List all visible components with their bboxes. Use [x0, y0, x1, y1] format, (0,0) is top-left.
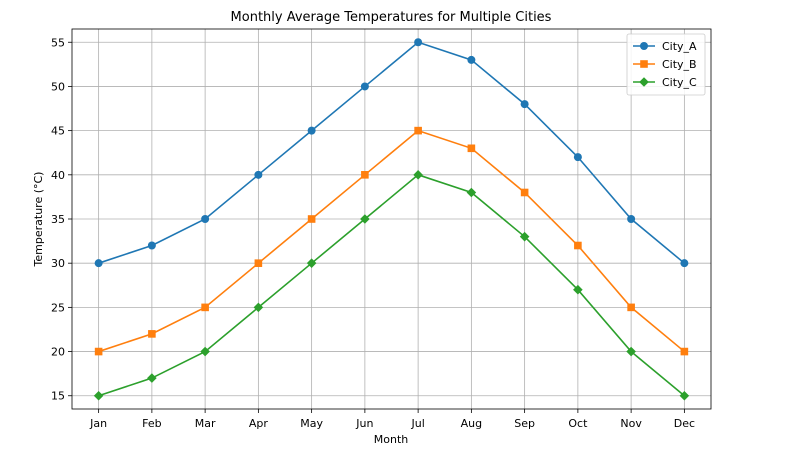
data-point	[200, 346, 210, 357]
data-point	[626, 346, 636, 357]
data-point	[520, 188, 529, 197]
series-line	[98, 129, 685, 353]
data-point	[680, 347, 689, 356]
y-tick-label: 30	[51, 257, 65, 270]
data-point	[147, 373, 157, 383]
x-tick-label: Jan	[89, 417, 107, 430]
x-tick-label: Aug	[461, 417, 482, 430]
y-tick-label: 45	[51, 125, 65, 138]
data-point	[679, 390, 690, 401]
data-point	[147, 241, 156, 250]
data-point	[467, 55, 476, 64]
legend-item: City_A	[633, 40, 697, 53]
legend-item: City_C	[633, 76, 697, 89]
data-point	[306, 258, 317, 268]
tick-layer: Jan Feb Mar Apr May Jun Jul Aug Sep Oct Nov Dec 15 20…	[51, 36, 695, 430]
data-point	[627, 303, 635, 312]
series-layer	[93, 38, 690, 401]
data-point	[307, 215, 316, 223]
data-point	[414, 38, 423, 47]
series-line	[98, 41, 685, 264]
x-tick-label: Mar	[195, 417, 216, 430]
data-point	[467, 144, 476, 153]
data-point	[361, 171, 369, 179]
data-point	[93, 390, 104, 401]
x-tick-label: May	[300, 417, 323, 430]
data-point	[360, 82, 369, 91]
data-point	[680, 259, 689, 268]
legend-label: City_C	[662, 76, 697, 89]
data-point	[574, 241, 582, 250]
data-point	[360, 214, 370, 224]
x-tick-label: Nov	[620, 417, 642, 430]
legend-label: City_B	[662, 58, 697, 71]
chart-title: Monthly Average Temperatures for Multipl…	[231, 10, 552, 25]
data-point	[254, 259, 263, 267]
data-point	[307, 126, 316, 135]
data-point	[573, 284, 583, 295]
y-tick-label: 55	[51, 36, 65, 49]
data-point	[148, 330, 156, 338]
x-tick-label: Apr	[249, 417, 269, 430]
series-city-a	[94, 38, 689, 268]
x-tick-label: Sep	[514, 417, 535, 430]
x-tick-label: Dec	[674, 417, 695, 430]
data-point	[413, 170, 423, 180]
y-tick-label: 50	[51, 80, 65, 93]
legend-item: City_B	[633, 58, 697, 71]
legend-label: City_A	[662, 40, 697, 53]
y-tick-label: 25	[51, 301, 65, 314]
data-point	[627, 215, 636, 223]
y-axis-label: Temperature (°C)	[32, 172, 45, 268]
data-point	[94, 259, 103, 268]
y-tick-label: 15	[51, 390, 65, 403]
series-line	[98, 173, 685, 397]
data-point	[201, 215, 210, 223]
x-tick-label: Jun	[355, 417, 373, 430]
data-point	[201, 303, 209, 312]
y-tick-label: 20	[51, 346, 65, 359]
legend-marker	[640, 42, 648, 50]
x-tick-label: Feb	[142, 417, 161, 430]
series-city-b	[94, 126, 689, 356]
data-point	[254, 170, 263, 179]
x-tick-label: Jul	[410, 417, 424, 430]
data-point	[573, 153, 582, 162]
x-axis-label: Month	[374, 433, 409, 446]
legend: City_A City_B City_C	[626, 33, 706, 96]
y-tick-label: 40	[51, 169, 65, 182]
series-city-c	[93, 170, 690, 401]
y-tick-label: 35	[51, 213, 65, 226]
legend-marker	[640, 60, 648, 68]
data-point	[520, 100, 529, 109]
data-point	[253, 302, 264, 313]
grid-layer	[72, 29, 711, 409]
x-tick-label: Oct	[568, 417, 588, 430]
data-point	[94, 347, 103, 356]
data-point	[466, 187, 477, 198]
data-point	[519, 231, 530, 242]
legend-marker	[639, 77, 649, 87]
data-point	[414, 126, 422, 135]
